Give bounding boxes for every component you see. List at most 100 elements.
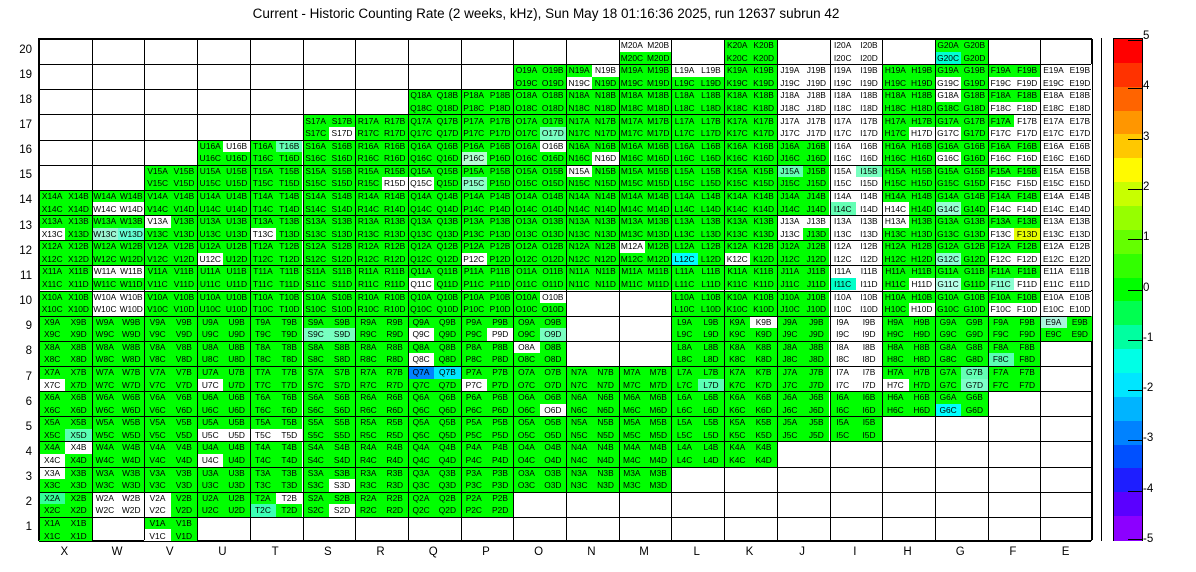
heatmap-quadrant-cell[interactable]: P6A — [460, 391, 487, 404]
heatmap-quadrant-cell[interactable]: X1D — [65, 529, 92, 542]
heatmap-quadrant-cell[interactable]: L4A — [671, 441, 698, 454]
heatmap-quadrant-cell[interactable]: X9A — [39, 315, 66, 329]
heatmap-quadrant-cell[interactable]: I5C — [829, 428, 856, 442]
heatmap-quadrant-cell[interactable]: F9A — [987, 315, 1014, 329]
heatmap-quadrant-cell[interactable]: O9B — [539, 315, 566, 329]
heatmap-quadrant-cell[interactable]: H11B — [908, 265, 935, 278]
heatmap-quadrant-cell[interactable]: S9A — [302, 315, 329, 329]
heatmap-quadrant-cell[interactable]: K14B — [750, 189, 777, 203]
heatmap-quadrant-cell[interactable]: T5D — [276, 428, 303, 442]
heatmap-quadrant-cell[interactable]: X4A — [39, 441, 66, 454]
heatmap-quadrant-cell[interactable]: H15A — [882, 164, 909, 178]
heatmap-quadrant-cell[interactable]: R9D — [381, 328, 408, 341]
heatmap-quadrant-cell[interactable]: L6B — [697, 391, 725, 404]
heatmap-quadrant-cell[interactable]: Q16C — [407, 152, 435, 165]
heatmap-quadrant-cell[interactable]: V14B — [170, 189, 198, 203]
heatmap-quadrant-cell[interactable]: S13B — [328, 215, 356, 228]
heatmap-quadrant-cell[interactable]: G14C — [934, 202, 962, 216]
heatmap-quadrant-cell[interactable]: J12A — [776, 240, 804, 253]
heatmap-quadrant-cell[interactable]: W7D — [118, 378, 145, 392]
heatmap-quadrant-cell[interactable]: X2C — [39, 504, 66, 517]
heatmap-quadrant-cell[interactable]: U8B — [223, 340, 250, 354]
heatmap-quadrant-cell[interactable]: M4C — [618, 453, 646, 467]
heatmap-quadrant-cell[interactable]: U5D — [223, 428, 250, 442]
heatmap-quadrant-cell[interactable]: H19B — [908, 64, 935, 77]
heatmap-quadrant-cell[interactable]: Q12D — [434, 252, 461, 266]
heatmap-quadrant-cell[interactable]: T5B — [276, 416, 303, 429]
heatmap-quadrant-cell[interactable]: M14D — [645, 202, 672, 216]
heatmap-quadrant-cell[interactable]: O18C — [513, 101, 540, 115]
heatmap-quadrant-cell[interactable]: H14D — [908, 202, 935, 216]
heatmap-quadrant-cell[interactable]: P2B — [486, 491, 514, 505]
heatmap-quadrant-cell[interactable]: P9B — [486, 315, 514, 329]
heatmap-quadrant-cell[interactable]: T4D — [276, 453, 303, 467]
heatmap-quadrant-cell[interactable]: L7A — [671, 365, 698, 379]
heatmap-quadrant-cell[interactable]: O15B — [539, 164, 566, 178]
heatmap-quadrant-cell[interactable]: S15D — [328, 177, 356, 190]
heatmap-quadrant-cell[interactable]: Q14A — [407, 189, 435, 203]
heatmap-quadrant-cell[interactable]: M14A — [618, 189, 646, 203]
heatmap-quadrant-cell[interactable]: Q13D — [434, 227, 461, 241]
heatmap-quadrant-cell[interactable]: M6C — [618, 403, 646, 417]
heatmap-quadrant-cell[interactable]: S6C — [302, 403, 329, 417]
heatmap-quadrant-cell[interactable]: S12A — [302, 240, 329, 253]
heatmap-quadrant-cell[interactable]: F17B — [1013, 114, 1041, 127]
heatmap-quadrant-cell[interactable]: S7C — [302, 378, 329, 392]
heatmap-quadrant-cell[interactable]: T10B — [276, 290, 303, 304]
heatmap-quadrant-cell[interactable]: I10B — [855, 290, 883, 304]
heatmap-quadrant-cell[interactable]: E9A — [1040, 315, 1067, 329]
heatmap-quadrant-cell[interactable]: P15D — [486, 177, 514, 190]
heatmap-quadrant-cell[interactable]: H18C — [882, 101, 909, 115]
heatmap-quadrant-cell[interactable]: M13D — [645, 227, 672, 241]
heatmap-quadrant-cell[interactable]: G20C — [934, 51, 962, 65]
heatmap-quadrant-cell[interactable]: E18A — [1040, 89, 1067, 102]
heatmap-quadrant-cell[interactable]: J10D — [803, 303, 830, 316]
heatmap-quadrant-cell[interactable]: U12B — [223, 240, 250, 253]
heatmap-quadrant-cell[interactable]: U4D — [223, 453, 250, 467]
heatmap-quadrant-cell[interactable]: N14A — [566, 189, 593, 203]
heatmap-quadrant-cell[interactable]: T9D — [276, 328, 303, 341]
heatmap-quadrant-cell[interactable]: S17A — [302, 114, 329, 127]
heatmap-quadrant-cell[interactable]: T15A — [249, 164, 277, 178]
heatmap-quadrant-cell[interactable]: H16A — [882, 139, 909, 153]
heatmap-quadrant-cell[interactable]: F14B — [1013, 189, 1041, 203]
heatmap-quadrant-cell[interactable]: O6A — [513, 391, 540, 404]
heatmap-quadrant-cell[interactable]: T12C — [249, 252, 277, 266]
heatmap-quadrant-cell[interactable]: K5A — [724, 416, 751, 429]
heatmap-quadrant-cell[interactable]: U6C — [197, 403, 224, 417]
heatmap-quadrant-cell[interactable]: P2D — [486, 504, 514, 517]
heatmap-quadrant-cell[interactable]: U13B — [223, 215, 250, 228]
heatmap-quadrant-cell[interactable]: L18C — [671, 101, 698, 115]
heatmap-quadrant-cell[interactable]: L15C — [671, 177, 698, 190]
heatmap-quadrant-cell[interactable]: S15A — [302, 164, 329, 178]
heatmap-quadrant-cell[interactable]: O15D — [539, 177, 566, 190]
heatmap-quadrant-cell[interactable]: F10B — [1013, 290, 1041, 304]
heatmap-quadrant-cell[interactable]: V11C — [144, 277, 171, 291]
heatmap-quadrant-cell[interactable]: K20C — [724, 51, 751, 65]
heatmap-quadrant-cell[interactable]: U3B — [223, 466, 250, 480]
heatmap-quadrant-cell[interactable]: W11D — [118, 277, 145, 291]
heatmap-quadrant-cell[interactable]: O3B — [539, 466, 566, 480]
heatmap-quadrant-cell[interactable]: Q2D — [434, 504, 461, 517]
heatmap-quadrant-cell[interactable]: M16B — [645, 139, 672, 153]
heatmap-quadrant-cell[interactable]: H9B — [908, 315, 935, 329]
heatmap-quadrant-cell[interactable]: Q15D — [434, 177, 461, 190]
heatmap-quadrant-cell[interactable]: P17A — [460, 114, 487, 127]
heatmap-quadrant-cell[interactable]: J16A — [776, 139, 804, 153]
heatmap-quadrant-cell[interactable]: G16C — [934, 152, 962, 165]
heatmap-quadrant-cell[interactable]: J19D — [803, 76, 830, 90]
heatmap-quadrant-cell[interactable]: F18A — [987, 89, 1014, 102]
heatmap-quadrant-cell[interactable]: J9C — [776, 328, 804, 341]
heatmap-quadrant-cell[interactable]: V11D — [170, 277, 198, 291]
heatmap-quadrant-cell[interactable]: M16D — [645, 152, 672, 165]
heatmap-quadrant-cell[interactable]: I5A — [829, 416, 856, 429]
heatmap-quadrant-cell[interactable]: I11D — [855, 277, 883, 291]
heatmap-quadrant-cell[interactable]: V5B — [170, 416, 198, 429]
heatmap-quadrant-cell[interactable]: L19B — [697, 64, 725, 77]
heatmap-quadrant-cell[interactable]: N7A — [566, 365, 593, 379]
heatmap-quadrant-cell[interactable]: P7C — [460, 378, 487, 392]
heatmap-quadrant-cell[interactable]: I6D — [855, 403, 883, 417]
heatmap-quadrant-cell[interactable]: K15C — [724, 177, 751, 190]
heatmap-quadrant-cell[interactable]: V8A — [144, 340, 171, 354]
heatmap-quadrant-cell[interactable]: I14B — [855, 189, 883, 203]
